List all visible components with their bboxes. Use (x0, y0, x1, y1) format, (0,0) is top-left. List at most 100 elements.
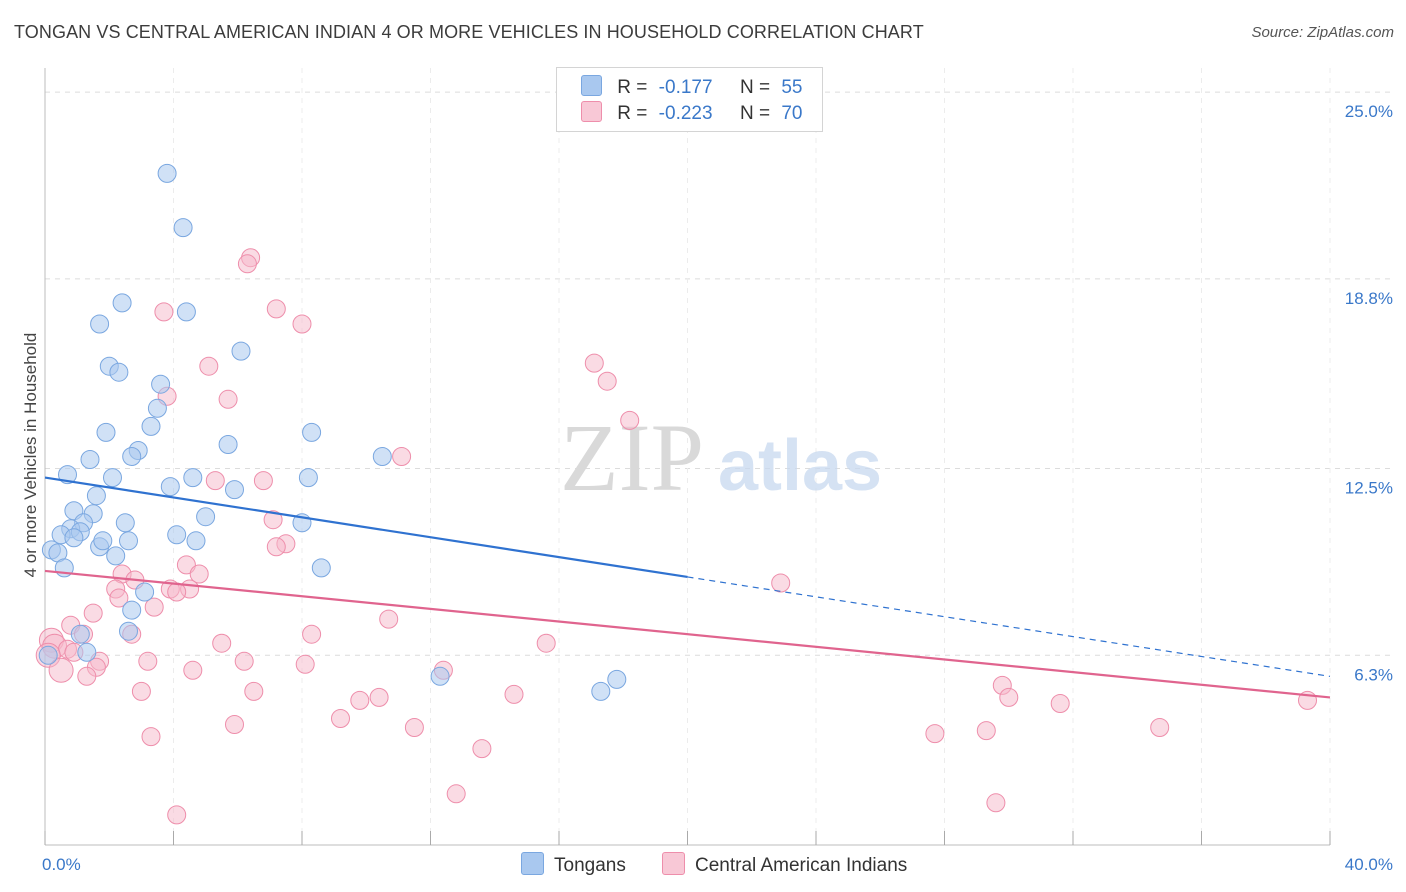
tongans-point (186, 531, 206, 551)
tongans-point (167, 525, 187, 545)
cai-point (976, 721, 996, 741)
tongans-point (115, 513, 135, 533)
tick-labels: 6.3% 12.5% 18.8% 25.0% 0.0% 40.0% (42, 102, 1393, 874)
cai-r-value: -0.223 (658, 103, 713, 124)
tongans-r-value: -0.177 (658, 77, 713, 98)
tongans-point (106, 546, 126, 566)
cai-point (295, 654, 315, 674)
tongans-point (70, 624, 90, 644)
cai-point (167, 805, 187, 825)
cai-point (109, 588, 129, 608)
cai-point (144, 597, 164, 617)
cai-point (771, 573, 791, 593)
cai-point (536, 633, 556, 653)
cai-point (154, 302, 174, 322)
cai-point (237, 254, 257, 274)
trend-lines (44, 476, 1331, 699)
tongans-points (38, 163, 627, 701)
tongans-point (430, 666, 450, 686)
cai-point (331, 709, 350, 728)
y-tick-label: 25.0% (1345, 102, 1393, 121)
x-tick-label: 0.0% (42, 855, 81, 874)
tongans-point (58, 465, 77, 485)
bottom-tongans-label: Tongans (554, 855, 626, 876)
cai-point (77, 666, 97, 686)
bottom-legend-tongans: Tongans (521, 852, 626, 877)
tongans-point (147, 398, 167, 418)
tongans-point (160, 477, 180, 497)
cai-point (212, 633, 232, 653)
cai-point (83, 603, 103, 623)
cai-point (218, 389, 238, 409)
cai-point (263, 510, 283, 530)
cai-point (369, 687, 389, 707)
tongans-point (38, 645, 58, 665)
cai-point (472, 739, 492, 759)
cai-point (199, 356, 219, 376)
cai-point (379, 609, 399, 629)
tongans-point (122, 447, 142, 466)
cai-point (350, 690, 370, 710)
tongans-point (183, 468, 203, 488)
tongans-swatch (581, 75, 602, 96)
cai-point (302, 624, 322, 644)
cai-point (392, 447, 412, 466)
tongans-point (80, 450, 100, 469)
correlation-legend: R = -0.177 N = 55 R = -0.223 N = 70 (556, 67, 823, 132)
cai-point (234, 651, 254, 671)
cai-point (986, 793, 1006, 813)
tongans-point (122, 600, 142, 620)
tongans-point (109, 362, 129, 382)
bottom-tongans-swatch (521, 852, 544, 875)
legend-row-tongans: R = -0.177 N = 55 (581, 75, 802, 101)
cai-point (1050, 694, 1070, 713)
bottom-cai-label: Central American Indians (695, 855, 908, 876)
cai-point (131, 681, 151, 701)
tongans-point (112, 293, 132, 313)
cai-point (138, 651, 158, 671)
cai-point (446, 784, 466, 804)
tongans-r-label: R = (617, 77, 648, 98)
cai-point (266, 299, 286, 319)
y-axis-label: 4 or more Vehicles in Household (21, 333, 40, 578)
tongans-n-value: 55 (781, 77, 803, 98)
tongans-point (302, 422, 322, 442)
tongans-point (96, 422, 116, 442)
y-tick-label: 6.3% (1354, 665, 1393, 684)
cai-point (205, 471, 225, 491)
cai-point (292, 314, 312, 334)
grid-lines (45, 68, 1392, 845)
axes (44, 68, 1331, 846)
tongans-point (591, 681, 611, 701)
chart-title: TONGAN VS CENTRAL AMERICAN INDIAN 4 OR M… (14, 22, 924, 42)
cai-point (183, 660, 203, 680)
cai-point (999, 687, 1019, 707)
tongans-point (64, 528, 84, 548)
cai-points (35, 248, 1317, 825)
cai-point (620, 410, 640, 430)
cai-point (925, 724, 945, 744)
cai-point (597, 371, 617, 391)
y-tick-label: 18.8% (1345, 289, 1393, 308)
tongans-point (173, 218, 193, 238)
watermark: ZIP atlas (560, 404, 882, 511)
tongans-n-label: N = (739, 77, 771, 98)
tongans-point (311, 558, 331, 578)
tongans-point (298, 468, 318, 488)
tongans-point (157, 163, 177, 183)
cai-n-value: 70 (781, 103, 803, 124)
cai-point (1150, 718, 1170, 737)
watermark-atlas: atlas (718, 426, 882, 506)
tongans-point (151, 374, 171, 394)
tongans-point (103, 468, 122, 488)
tongans-point (231, 341, 251, 361)
tongans-point (119, 531, 138, 551)
cai-point (225, 715, 244, 734)
tongans-point (135, 582, 155, 602)
bottom-legend-cai: Central American Indians (662, 852, 907, 877)
tongans-point (86, 486, 106, 506)
y-tick-label: 12.5% (1345, 479, 1393, 498)
tongans-point (607, 669, 627, 689)
cai-point (253, 471, 273, 491)
tongans-point (77, 642, 97, 662)
